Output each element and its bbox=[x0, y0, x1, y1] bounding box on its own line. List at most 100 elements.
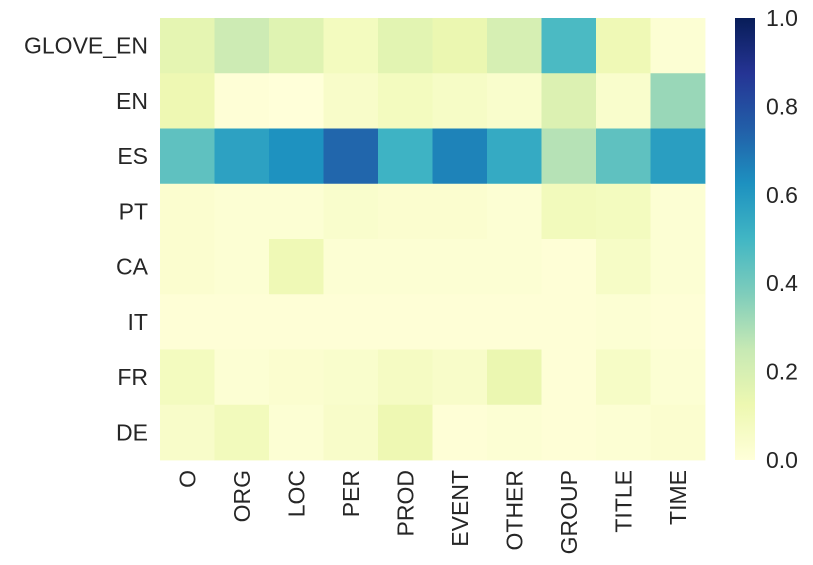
heatmap-cell bbox=[432, 18, 488, 74]
heatmap-cell bbox=[432, 349, 488, 406]
y-tick-label: DE bbox=[116, 419, 148, 445]
heatmap-cell bbox=[650, 349, 706, 406]
x-tick-label: TITLE bbox=[610, 470, 636, 533]
colorbar-tick-label: 0.4 bbox=[766, 270, 798, 296]
heatmap-cell bbox=[214, 294, 270, 350]
y-tick-label: EN bbox=[116, 88, 148, 114]
heatmap-cell bbox=[596, 128, 651, 185]
heatmap-cell bbox=[378, 128, 433, 185]
colorbar-tick-label: 0.6 bbox=[766, 182, 798, 208]
heatmap-cell bbox=[378, 183, 433, 240]
heatmap-cell bbox=[160, 183, 215, 240]
heatmap-cell bbox=[487, 128, 542, 185]
x-tick-label: ORG bbox=[229, 470, 255, 522]
heatmap-cell bbox=[596, 239, 651, 295]
heatmap-cell bbox=[487, 294, 542, 350]
x-tick-label: OTHER bbox=[501, 470, 527, 551]
heatmap-cell bbox=[650, 404, 706, 461]
x-axis-tick-labels: O ORG LOC PER PROD EVENT OTHER GROUP TITLE TIME bbox=[174, 470, 691, 554]
y-axis-tick-labels: GLOVE_EN EN ES PT CA IT FR DE bbox=[24, 33, 149, 446]
heatmap-cell bbox=[160, 73, 215, 129]
heatmap-cell bbox=[323, 404, 379, 461]
x-tick-label: O bbox=[174, 470, 200, 488]
y-tick-label: IT bbox=[128, 309, 148, 335]
heatmap-cell bbox=[650, 294, 706, 350]
heatmap-cell bbox=[378, 294, 433, 350]
y-tick-label: PT bbox=[119, 198, 148, 224]
heatmap-cell bbox=[650, 73, 706, 129]
colorbar-tick-labels: 0.0 0.2 0.4 0.6 0.8 1.0 bbox=[766, 5, 798, 473]
heatmap-cell bbox=[650, 239, 706, 295]
heatmap-cell bbox=[269, 404, 324, 461]
heatmap-cell bbox=[432, 128, 488, 185]
heatmap-cell bbox=[323, 128, 379, 185]
heatmap-cell bbox=[378, 404, 433, 461]
heatmap-cell bbox=[596, 183, 651, 240]
heatmap-cell bbox=[378, 239, 433, 295]
heatmap-cell bbox=[541, 73, 597, 129]
heatmap-cell bbox=[487, 239, 542, 295]
heatmap-cells bbox=[160, 18, 706, 461]
heatmap-cell bbox=[269, 239, 324, 295]
colorbar-tick-label: 0.0 bbox=[766, 447, 798, 473]
x-tick-label: LOC bbox=[283, 470, 309, 517]
colorbar bbox=[735, 18, 755, 460]
x-tick-label: GROUP bbox=[556, 470, 582, 554]
heatmap-cell bbox=[487, 18, 542, 74]
heatmap-cell bbox=[323, 294, 379, 350]
heatmap-cell bbox=[378, 73, 433, 129]
heatmap-cell bbox=[596, 18, 651, 74]
heatmap-cell bbox=[487, 183, 542, 240]
heatmap-cell bbox=[378, 349, 433, 406]
colorbar-tick-label: 1.0 bbox=[766, 5, 798, 31]
heatmap-cell bbox=[541, 404, 597, 461]
heatmap-cell bbox=[487, 349, 542, 406]
y-tick-label: CA bbox=[116, 254, 149, 280]
heatmap-cell bbox=[432, 294, 488, 350]
heatmap-cell bbox=[214, 404, 270, 461]
heatmap-cell bbox=[323, 73, 379, 129]
heatmap-cell bbox=[650, 183, 706, 240]
heatmap-cell bbox=[269, 183, 324, 240]
heatmap-cell bbox=[432, 183, 488, 240]
x-tick-label: EVENT bbox=[447, 470, 473, 547]
heatmap-cell bbox=[160, 404, 215, 461]
heatmap-cell bbox=[323, 18, 379, 74]
heatmap-cell bbox=[378, 18, 433, 74]
heatmap-cell bbox=[541, 183, 597, 240]
heatmap-cell bbox=[214, 18, 270, 74]
heatmap-cell bbox=[596, 294, 651, 350]
colorbar-tick-label: 0.8 bbox=[766, 93, 798, 119]
heatmap-cell bbox=[487, 404, 542, 461]
heatmap-cell bbox=[269, 294, 324, 350]
heatmap-cell bbox=[160, 239, 215, 295]
heatmap-cell bbox=[541, 128, 597, 185]
heatmap-cell bbox=[160, 349, 215, 406]
heatmap-cell bbox=[596, 404, 651, 461]
heatmap-cell bbox=[323, 239, 379, 295]
heatmap-cell bbox=[541, 18, 597, 74]
heatmap-cell bbox=[323, 183, 379, 240]
heatmap-cell bbox=[269, 18, 324, 74]
colorbar-tick-label: 0.2 bbox=[766, 359, 798, 385]
heatmap-cell bbox=[650, 128, 706, 185]
heatmap-cell bbox=[214, 73, 270, 129]
heatmap-cell bbox=[214, 183, 270, 240]
x-tick-label: TIME bbox=[665, 470, 691, 525]
heatmap-cell bbox=[269, 128, 324, 185]
heatmap-cell bbox=[269, 349, 324, 406]
heatmap-cell bbox=[650, 18, 706, 74]
x-tick-label: PER bbox=[338, 470, 364, 517]
heatmap-cell bbox=[487, 73, 542, 129]
heatmap-cell bbox=[214, 239, 270, 295]
heatmap-cell bbox=[541, 294, 597, 350]
heatmap-cell bbox=[269, 73, 324, 129]
heatmap-cell bbox=[214, 349, 270, 406]
y-tick-label: ES bbox=[117, 143, 148, 169]
heatmap-cell bbox=[160, 18, 215, 74]
heatmap-cell bbox=[323, 349, 379, 406]
heatmap-cell bbox=[596, 349, 651, 406]
heatmap-cell bbox=[541, 239, 597, 295]
heatmap-cell bbox=[432, 239, 488, 295]
